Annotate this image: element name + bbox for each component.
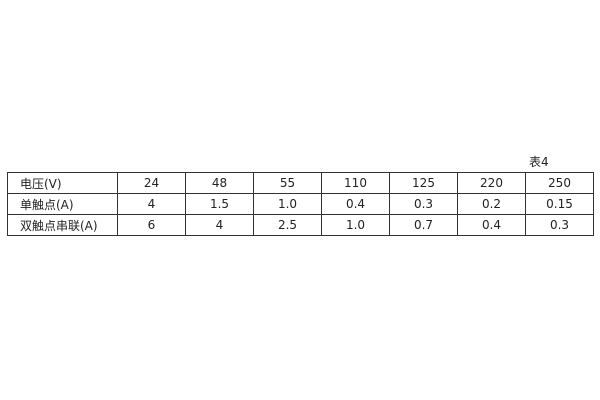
table-cell: 55 bbox=[253, 172, 322, 194]
table-row: 单触点(A) 4 1.5 1.0 0.4 0.3 0.2 0.15 bbox=[7, 193, 594, 215]
table-cell: 110 bbox=[321, 172, 390, 194]
table-cell: 250 bbox=[525, 172, 594, 194]
row-header: 电压(V) bbox=[7, 172, 118, 194]
table-caption: 表4 bbox=[529, 155, 549, 169]
table-cell: 0.7 bbox=[389, 214, 458, 236]
table-cell: 0.3 bbox=[525, 214, 594, 236]
table-cell: 4 bbox=[117, 193, 186, 215]
table-cell: 6 bbox=[117, 214, 186, 236]
table-cell: 220 bbox=[457, 172, 526, 194]
table-cell: 24 bbox=[117, 172, 186, 194]
row-header: 双触点串联(A) bbox=[7, 214, 118, 236]
table-row: 双触点串联(A) 6 4 2.5 1.0 0.7 0.4 0.3 bbox=[7, 214, 594, 236]
table-cell: 4 bbox=[185, 214, 254, 236]
table-cell: 1.5 bbox=[185, 193, 254, 215]
table-cell: 2.5 bbox=[253, 214, 322, 236]
table-cell: 0.4 bbox=[321, 193, 390, 215]
table-cell: 1.0 bbox=[253, 193, 322, 215]
table-cell: 0.2 bbox=[457, 193, 526, 215]
table-cell: 0.3 bbox=[389, 193, 458, 215]
table-cell: 48 bbox=[185, 172, 254, 194]
table-cell: 0.4 bbox=[457, 214, 526, 236]
data-table: 电压(V) 24 48 55 110 125 220 250 单触点(A) 4 1.5 1.0 0.4 0… bbox=[7, 172, 594, 236]
table-cell: 125 bbox=[389, 172, 458, 194]
row-header: 单触点(A) bbox=[7, 193, 118, 215]
table-row: 电压(V) 24 48 55 110 125 220 250 bbox=[7, 172, 594, 194]
table-cell: 0.15 bbox=[525, 193, 594, 215]
table-cell: 1.0 bbox=[321, 214, 390, 236]
